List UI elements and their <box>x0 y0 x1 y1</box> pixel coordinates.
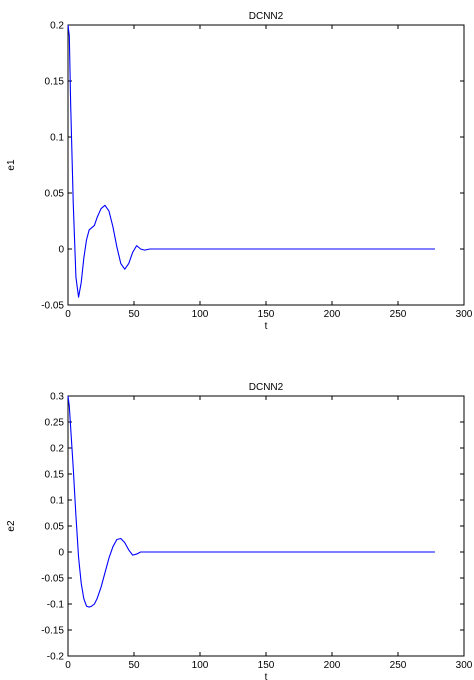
y-tick-label: 0.1 <box>50 133 64 144</box>
x-tick-label: 200 <box>324 660 341 671</box>
y-tick-label: 0.25 <box>45 418 65 429</box>
x-tick-label: 150 <box>258 309 275 320</box>
y-tick-label: -0.2 <box>47 652 65 663</box>
chart-title: DCNN2 <box>249 11 284 22</box>
x-tick-label: 50 <box>128 660 140 671</box>
x-tick-label: 250 <box>390 660 407 671</box>
x-tick-label: 0 <box>65 660 71 671</box>
chart-title: DCNN2 <box>249 382 284 393</box>
y-tick-label: 0.2 <box>50 21 64 32</box>
y-tick-label: -0.15 <box>41 626 64 637</box>
chart-e1: 0 50 100 150 200 250 300-0.0500.050.10.150.2DC… <box>6 11 473 332</box>
x-tick-label: 250 <box>390 309 407 320</box>
y-tick-label: 0.15 <box>45 470 65 481</box>
y-tick-label: -0.1 <box>47 600 65 611</box>
y-tick-label: 0.15 <box>45 77 65 88</box>
chart-e2: 0 50 100 150 200 250 300 -0.2 -0.15 -0.1 -0.05 0 0.0… <box>6 382 473 680</box>
x-tick-label: 300 <box>456 660 473 671</box>
y-axis-label: e2 <box>6 520 17 532</box>
y-tick-label: 0.1 <box>50 496 64 507</box>
x-tick-label: 150 <box>258 660 275 671</box>
y-axis-label: e1 <box>6 159 17 171</box>
plot-frame <box>67 24 465 306</box>
y-tick-label: 0.05 <box>45 189 65 200</box>
x-axis-label: t <box>265 672 268 680</box>
y-tick-label: -0.05 <box>41 574 64 585</box>
y-tick-label: 0.05 <box>45 522 65 533</box>
y-tick-label: 0 <box>58 245 64 256</box>
y-tick-label: -0.05 <box>41 301 64 312</box>
y-tick-label: 0.3 <box>50 392 64 403</box>
x-axis-label: t <box>265 321 268 332</box>
plot-frame <box>67 395 465 657</box>
y-tick-label: 0.2 <box>50 444 64 455</box>
y-tick-label: 0 <box>58 548 64 559</box>
x-tick-label: 100 <box>192 309 209 320</box>
x-tick-label: 300 <box>456 309 473 320</box>
x-tick-label: 50 <box>128 309 140 320</box>
x-tick-label: 200 <box>324 309 341 320</box>
series-line <box>67 395 435 608</box>
series-line <box>67 24 435 298</box>
x-tick-label: 100 <box>192 660 209 671</box>
x-tick-label: 0 <box>65 309 71 320</box>
